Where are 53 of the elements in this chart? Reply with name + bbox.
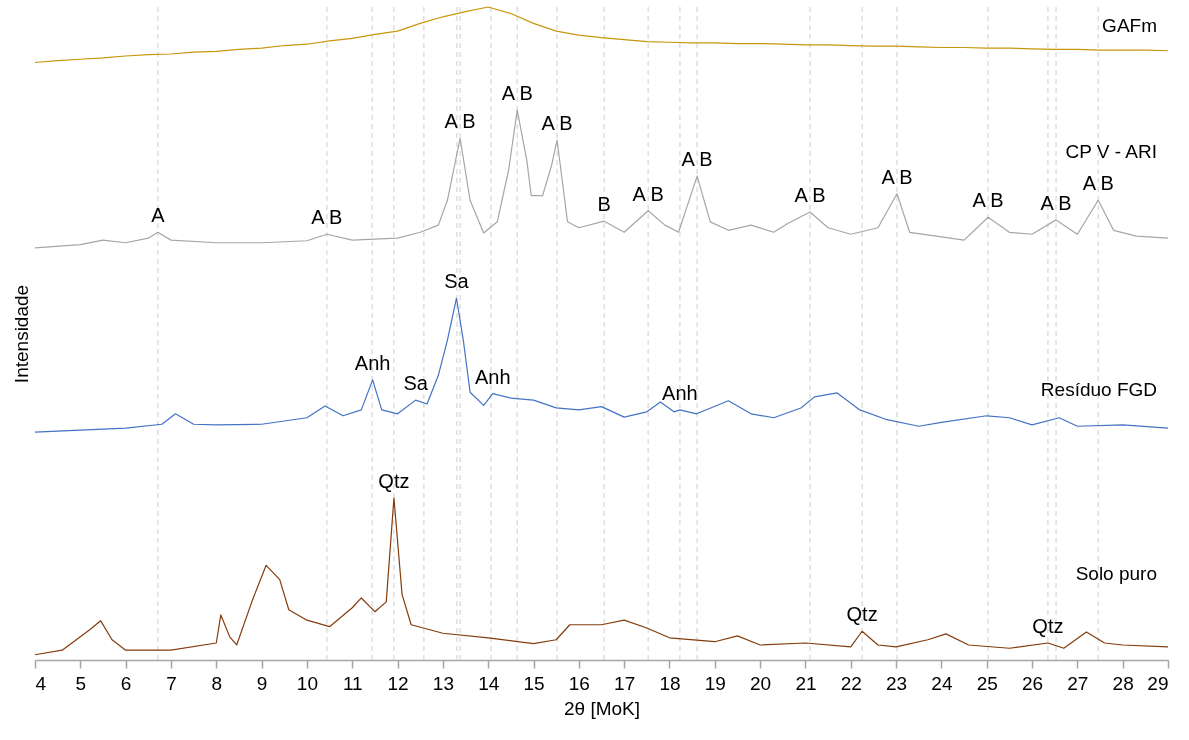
annotation: A B xyxy=(794,184,826,207)
annotation: Anh xyxy=(474,365,511,388)
x-tick-label: 28 xyxy=(1112,672,1134,694)
x-tick-label: 29 xyxy=(1147,672,1169,694)
annotation: Sa xyxy=(403,372,429,395)
annotation: A B xyxy=(444,110,476,133)
x-tick-label: 15 xyxy=(523,672,545,694)
x-tick-label: 21 xyxy=(795,672,817,694)
x-tick-label: 27 xyxy=(1067,672,1089,694)
annotation: A B xyxy=(541,112,573,135)
annotation: Anh xyxy=(662,381,698,404)
text: CP V - ARI xyxy=(1065,141,1157,163)
annotation: A B xyxy=(501,82,533,105)
x-tick-label: 9 xyxy=(256,672,268,694)
x-tick-label: 5 xyxy=(75,672,87,694)
x-tick-label: 19 xyxy=(704,672,726,694)
x-tick-label: 13 xyxy=(432,672,454,694)
annotation: Qtz xyxy=(378,470,410,493)
annotation: A B xyxy=(972,189,1004,212)
annotation: A B xyxy=(311,206,343,229)
series-label: GAFm xyxy=(1102,14,1157,36)
annotation: Qtz xyxy=(846,603,878,626)
x-tick-label: 26 xyxy=(1021,672,1044,694)
annotation: B xyxy=(597,193,611,216)
x-tick-label: 17 xyxy=(614,672,636,694)
x-tick-label: 24 xyxy=(931,672,953,694)
annotation: A B xyxy=(632,182,664,205)
annotation: Anh xyxy=(354,351,391,374)
x-tick-label: 14 xyxy=(478,672,500,694)
series-label: Resíduo FGD xyxy=(1040,379,1157,401)
text: Solo puro xyxy=(1075,562,1157,584)
annotation: A xyxy=(151,204,166,227)
annotation: A B xyxy=(1040,191,1072,214)
x-tick-label: 6 xyxy=(120,672,132,694)
x-tick-label: 4 xyxy=(35,672,47,694)
annotation: A B xyxy=(881,165,913,188)
annotation: Qtz xyxy=(1032,615,1064,638)
x-tick-label: 25 xyxy=(976,672,998,694)
x-tick-label: 11 xyxy=(342,672,363,694)
annotation: Sa xyxy=(444,270,470,293)
annotation: A B xyxy=(681,148,713,171)
x-tick-label: 22 xyxy=(840,672,862,694)
annotation: A B xyxy=(1082,172,1114,195)
x-axis-title: 2θ [MoK] xyxy=(563,697,641,719)
x-tick-label: 18 xyxy=(659,672,681,694)
x-tick-label: 7 xyxy=(166,672,177,694)
y-axis-title: Intensidade xyxy=(10,284,32,384)
x-tick-label: 16 xyxy=(568,672,590,694)
x-tick-label: 23 xyxy=(886,672,908,694)
x-tick-label: 12 xyxy=(387,672,409,694)
x-tick-label: 10 xyxy=(296,672,318,694)
x-tick-label: 8 xyxy=(211,672,223,694)
x-tick-label: 20 xyxy=(750,672,772,694)
